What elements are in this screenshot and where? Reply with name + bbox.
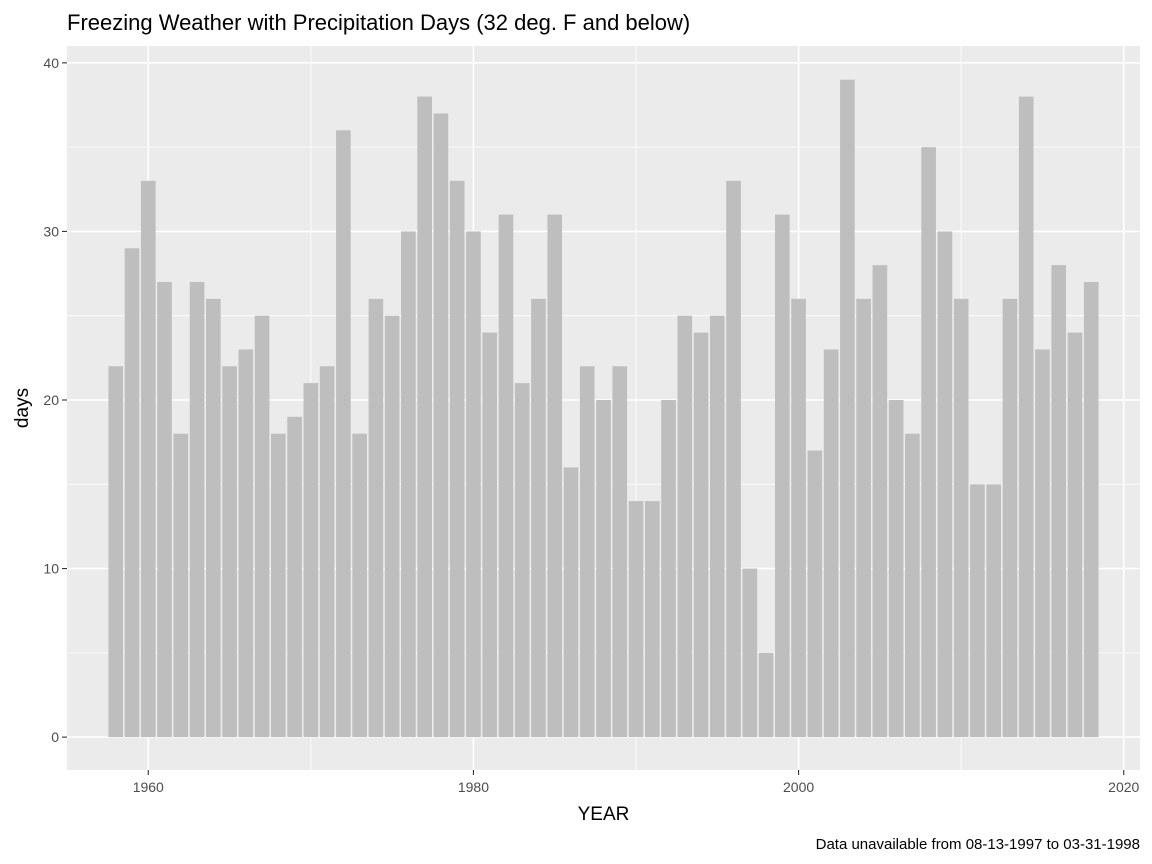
bar-2005 (872, 265, 888, 738)
bar-2007 (905, 433, 920, 738)
bar-2008 (921, 147, 936, 738)
bar-1988 (596, 399, 611, 738)
bar-1976 (401, 231, 416, 738)
x-tick-label: 1960 (133, 779, 164, 795)
bar-1966 (238, 349, 254, 738)
bar-2004 (856, 298, 871, 738)
bar-2012 (986, 484, 1001, 738)
bar-1964 (206, 298, 221, 738)
x-axis: 1960 1980 2000 2020 (133, 770, 1140, 795)
bar-1975 (384, 315, 400, 738)
bar-1983 (514, 383, 530, 738)
bar-1963 (189, 281, 205, 738)
bar-1970 (303, 383, 319, 738)
bar-1959 (124, 248, 140, 738)
bar-1969 (287, 416, 302, 738)
bar-2018 (1083, 281, 1099, 738)
bar-1986 (563, 467, 579, 738)
bar-2010 (953, 298, 969, 738)
bar-1982 (498, 214, 514, 738)
bar-1984 (531, 298, 546, 738)
bar-2003 (840, 79, 855, 738)
bar-1991 (644, 501, 660, 738)
bar-1960 (140, 180, 156, 738)
bar-1979 (449, 180, 465, 738)
bar-1980 (466, 231, 481, 738)
bar-1958 (108, 366, 124, 738)
y-axis-title: days (12, 388, 33, 428)
bar-2015 (1035, 349, 1050, 738)
bar-2013 (1002, 298, 1018, 738)
bar-1995 (709, 315, 725, 738)
bar-1998 (758, 652, 774, 738)
bar-1978 (433, 113, 449, 738)
bar-1987 (579, 366, 595, 738)
y-axis: 0 10 20 30 40 (43, 55, 67, 745)
bar-2006 (888, 399, 904, 738)
x-tick-label: 1980 (458, 779, 489, 795)
bar-2000 (791, 298, 806, 738)
bar-1967 (254, 315, 270, 738)
bar-1972 (336, 130, 351, 738)
bar-2002 (823, 349, 839, 738)
bar-2017 (1067, 332, 1083, 738)
x-axis-title: YEAR (578, 804, 630, 825)
y-tick-label: 20 (43, 392, 59, 408)
bar-2014 (1018, 96, 1034, 738)
bar-1997 (742, 568, 758, 738)
x-tick-label: 2020 (1108, 779, 1139, 795)
bars (108, 79, 1099, 738)
y-tick-label: 0 (51, 729, 59, 745)
bar-1996 (726, 180, 741, 738)
bar-1968 (271, 433, 286, 738)
bar-1981 (482, 332, 498, 738)
y-tick-label: 40 (43, 55, 59, 71)
bar-1993 (677, 315, 693, 738)
bar-2001 (807, 450, 823, 738)
bar-1974 (368, 298, 384, 738)
bar-1961 (157, 281, 172, 738)
bar-1999 (775, 214, 790, 738)
bar-1977 (417, 96, 432, 738)
bar-1973 (352, 433, 367, 738)
bar-1962 (173, 433, 189, 738)
bar-1965 (222, 366, 237, 738)
x-tick-label: 2000 (783, 779, 814, 795)
chart-title: Freezing Weather with Precipitation Days… (67, 10, 690, 35)
chart-caption: Data unavailable from 08-13-1997 to 03-3… (816, 836, 1140, 853)
bar-2016 (1051, 265, 1067, 738)
y-tick-label: 30 (43, 223, 59, 239)
bar-1990 (628, 501, 644, 738)
bar-1971 (319, 366, 335, 738)
bar-1989 (612, 366, 628, 738)
bar-2009 (937, 231, 953, 738)
bar-2011 (970, 484, 985, 738)
bar-1985 (547, 214, 563, 738)
bar-1992 (661, 399, 676, 738)
bar-1994 (693, 332, 709, 738)
y-tick-label: 10 (43, 561, 59, 577)
